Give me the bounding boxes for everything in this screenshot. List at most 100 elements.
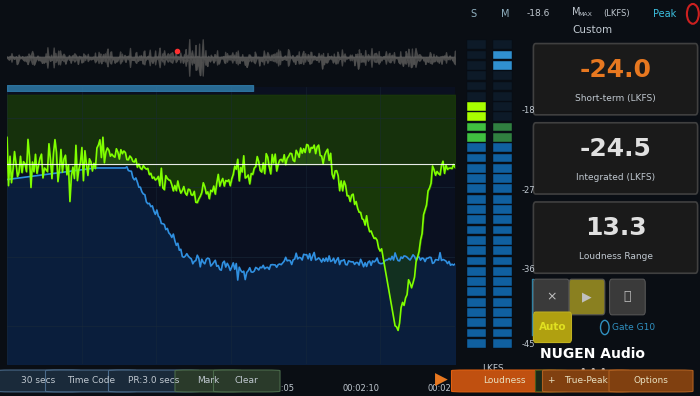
FancyBboxPatch shape [493,308,512,317]
FancyBboxPatch shape [569,279,605,315]
FancyBboxPatch shape [493,82,512,90]
FancyBboxPatch shape [467,185,486,193]
FancyBboxPatch shape [493,61,512,70]
FancyBboxPatch shape [493,226,512,234]
FancyBboxPatch shape [467,174,486,183]
FancyBboxPatch shape [493,257,512,265]
Bar [0,168,7,174]
Text: Integrated (LKFS): Integrated (LKFS) [576,173,655,182]
Text: 00:02:15: 00:02:15 [428,384,465,393]
Bar [4,114,7,120]
Bar [0,141,7,147]
Text: (LKFS): (LKFS) [603,10,630,18]
Bar [4,222,7,228]
FancyBboxPatch shape [467,329,486,337]
Text: Auto: Auto [538,322,566,333]
Text: • • •: • • • [580,365,606,375]
FancyBboxPatch shape [467,123,486,131]
FancyBboxPatch shape [467,287,486,296]
FancyBboxPatch shape [493,61,512,70]
FancyBboxPatch shape [493,71,512,80]
FancyBboxPatch shape [493,102,512,111]
FancyBboxPatch shape [493,246,512,255]
Text: -24.0: -24.0 [580,58,652,82]
FancyBboxPatch shape [533,312,571,343]
Bar [0,161,7,168]
FancyBboxPatch shape [493,40,512,49]
Bar [0,148,7,154]
Text: Loudness: Loudness [483,376,525,385]
FancyBboxPatch shape [467,308,486,317]
Text: 30 secs: 30 secs [22,376,55,385]
Text: ⏸: ⏸ [624,291,631,303]
FancyBboxPatch shape [533,123,698,194]
FancyBboxPatch shape [493,195,512,204]
FancyBboxPatch shape [214,370,280,392]
FancyBboxPatch shape [533,202,698,273]
FancyBboxPatch shape [493,164,512,173]
Text: 00:02:05: 00:02:05 [258,384,294,393]
FancyBboxPatch shape [467,51,486,59]
FancyBboxPatch shape [493,329,512,337]
Bar [1,208,7,214]
Text: ×: × [546,291,556,303]
FancyBboxPatch shape [493,174,512,183]
Bar [0,181,7,187]
Text: +: + [547,376,555,385]
Bar [0,154,7,161]
Text: Clear: Clear [235,376,258,385]
Text: 13.3: 13.3 [584,216,646,240]
FancyBboxPatch shape [493,133,512,142]
FancyBboxPatch shape [467,112,486,121]
FancyBboxPatch shape [542,370,630,392]
Bar [0,121,7,127]
FancyBboxPatch shape [467,71,486,80]
Text: VisLM-H: VisLM-H [572,377,614,387]
Text: 00:02:00: 00:02:00 [172,384,209,393]
Text: Gate G10: Gate G10 [612,323,655,332]
Text: S: S [471,9,477,19]
FancyBboxPatch shape [467,195,486,204]
FancyBboxPatch shape [533,44,698,115]
FancyBboxPatch shape [493,215,512,224]
FancyBboxPatch shape [108,370,200,392]
FancyBboxPatch shape [467,92,486,101]
FancyBboxPatch shape [467,205,486,214]
FancyBboxPatch shape [467,61,486,70]
Text: MAX: MAX [579,12,593,17]
FancyBboxPatch shape [493,236,512,245]
FancyBboxPatch shape [467,226,486,234]
Text: -36: -36 [522,265,536,274]
FancyBboxPatch shape [493,143,512,152]
FancyBboxPatch shape [609,370,693,392]
FancyBboxPatch shape [467,154,486,162]
Text: Loudness Range: Loudness Range [578,252,652,261]
Text: Custom: Custom [573,25,613,35]
FancyBboxPatch shape [493,318,512,327]
FancyBboxPatch shape [493,287,512,296]
FancyBboxPatch shape [467,277,486,286]
FancyBboxPatch shape [467,236,486,245]
Text: True-Peak: True-Peak [564,376,608,385]
FancyBboxPatch shape [467,318,486,327]
FancyBboxPatch shape [493,185,512,193]
FancyBboxPatch shape [493,51,512,59]
Text: -18.6: -18.6 [526,10,550,18]
Bar [0,195,7,201]
Text: Peak: Peak [652,9,676,19]
FancyBboxPatch shape [467,339,486,348]
FancyBboxPatch shape [533,279,569,315]
Bar [0,128,7,134]
FancyBboxPatch shape [610,279,645,315]
FancyBboxPatch shape [493,154,512,162]
Text: LKFS: LKFS [482,364,504,373]
FancyBboxPatch shape [493,277,512,286]
FancyBboxPatch shape [467,298,486,307]
FancyBboxPatch shape [467,112,486,121]
Bar [4,108,7,114]
FancyBboxPatch shape [467,215,486,224]
Text: -27: -27 [522,186,535,194]
FancyBboxPatch shape [493,51,512,59]
FancyBboxPatch shape [0,370,80,392]
Bar [0,188,7,194]
